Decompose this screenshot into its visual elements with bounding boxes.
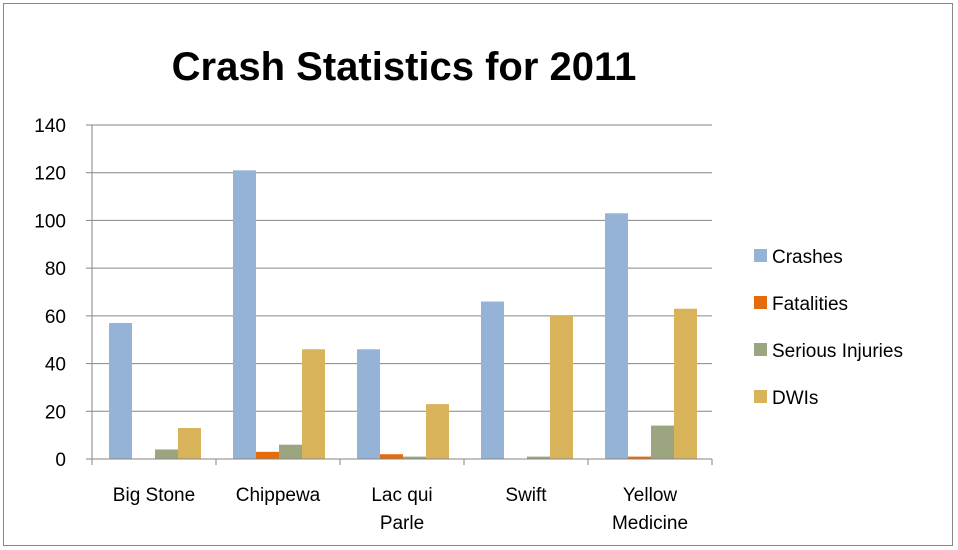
bar-dwis-big-stone <box>178 427 201 459</box>
bar-serious-injuries-swift <box>527 456 550 459</box>
x-tick-label-lac-qui-parle-line2: Parle <box>380 513 424 534</box>
legend-swatch-crashes <box>754 249 767 262</box>
bar-fatalities-chippewa <box>256 451 279 459</box>
bar-fatalities-lac-qui-parle <box>380 454 403 459</box>
y-tick-label-0: 0 <box>55 450 66 471</box>
x-tick-label-yellow-medicine-line1: Yellow <box>623 485 678 506</box>
y-tick-label-20: 20 <box>45 402 66 423</box>
axes: 0 20 40 60 80 100 120 140 Big Stone Chippewa Lac q… <box>34 116 713 534</box>
bar-crashes-swift <box>481 301 504 459</box>
chart-title: Crash Statistics for 2011 <box>172 45 637 89</box>
legend-swatch-dwis <box>754 390 767 403</box>
y-tick-label-40: 40 <box>45 355 66 376</box>
legend-label-fatalities: Fatalities <box>772 294 848 315</box>
bar-serious-injuries-lac-qui-parle <box>403 456 426 459</box>
legend-label-dwis: DWIs <box>772 388 818 409</box>
bar-serious-injuries-yellow-medicine <box>651 425 674 459</box>
bar-serious-injuries-chippewa <box>279 444 302 459</box>
bars <box>109 170 697 460</box>
y-tick-label-120: 120 <box>34 164 66 185</box>
bar-dwis-yellow-medicine <box>674 308 697 459</box>
x-tick-label-yellow-medicine-line2: Medicine <box>612 513 688 534</box>
legend-label-crashes: Crashes <box>772 247 843 268</box>
legend-label-serious-injuries: Serious Injuries <box>772 341 903 362</box>
bar-serious-injuries-big-stone <box>155 449 178 459</box>
bar-dwis-lac-qui-parle <box>426 404 449 459</box>
bar-dwis-swift <box>550 315 573 459</box>
legend: Crashes Fatalities Serious Injuries DWIs <box>754 247 903 409</box>
bar-crashes-chippewa <box>233 170 256 460</box>
y-tick-label-80: 80 <box>45 259 66 280</box>
bar-crashes-yellow-medicine <box>605 213 628 459</box>
y-tick-label-140: 140 <box>34 116 66 137</box>
legend-swatch-serious-injuries <box>754 343 767 356</box>
bar-crashes-big-stone <box>109 323 132 459</box>
x-tick-label-big-stone: Big Stone <box>113 485 195 506</box>
bar-fatalities-yellow-medicine <box>628 456 651 459</box>
x-tick-label-swift: Swift <box>505 485 547 506</box>
x-tick-label-chippewa: Chippewa <box>236 485 321 506</box>
y-tick-label-60: 60 <box>45 307 66 328</box>
legend-swatch-fatalities <box>754 296 767 309</box>
bar-crashes-lac-qui-parle <box>357 349 380 459</box>
bar-dwis-chippewa <box>302 349 325 459</box>
x-tick-label-lac-qui-parle-line1: Lac qui <box>371 485 432 506</box>
y-tick-label-100: 100 <box>34 211 66 232</box>
